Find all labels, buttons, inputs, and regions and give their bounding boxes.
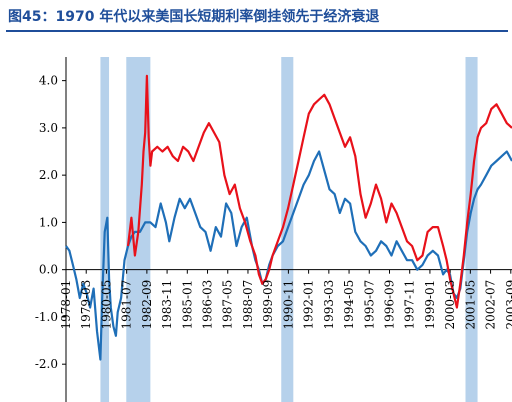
series-line-2 xyxy=(126,74,512,309)
x-tick-label: 2003-09 xyxy=(504,280,512,330)
series-line-1 xyxy=(65,150,512,361)
x-tick-label: 1992-01 xyxy=(302,280,316,330)
x-tick-label: 1989-09 xyxy=(261,280,275,330)
axes xyxy=(62,57,512,402)
y-tick-label: 2.0 xyxy=(39,168,58,182)
x-tick-label: 1981-07 xyxy=(120,280,134,330)
y-tick-label: 1.0 xyxy=(39,215,58,229)
y-tick-label: 0.0 xyxy=(39,263,58,277)
y-tick-label: 3.0 xyxy=(39,121,58,135)
x-tick-label: 1994-05 xyxy=(342,280,356,330)
title-underline xyxy=(6,30,508,32)
x-tick-label: 1999-01 xyxy=(423,280,437,330)
y-tick-label: -1.0 xyxy=(35,310,58,324)
x-tick-label: 1982-09 xyxy=(140,280,154,330)
x-tick-label: 2002-07 xyxy=(484,280,498,330)
x-tick-label: 1986-03 xyxy=(201,280,215,330)
series-lines xyxy=(65,74,512,361)
tick-labels: -2.0 -1.0 0.0 1.0 2.0 3.0 4.0 1978-01 1979-03 198… xyxy=(35,74,512,372)
x-tick-label: 1990-11 xyxy=(281,280,295,330)
x-tick-label: 1987-05 xyxy=(221,280,235,330)
x-tick-label: 1996-09 xyxy=(382,280,396,330)
x-tick-label: 2000-03 xyxy=(443,280,457,330)
y-tick-label: 4.0 xyxy=(39,74,58,88)
recession-bands xyxy=(100,57,478,402)
x-tick-label: 1978-01 xyxy=(59,280,73,330)
chart-title: 图45：1970 年代以来美国长短期利率倒挂领先于经济衰退 xyxy=(8,9,380,25)
x-tick-label: 1980-05 xyxy=(99,280,113,330)
x-tick-label: 2001-05 xyxy=(463,280,477,330)
x-tick-label: 1979-03 xyxy=(79,280,93,330)
recession-band xyxy=(465,57,478,402)
x-tick-label: 1983-11 xyxy=(160,280,174,330)
x-tick-label: 1995-07 xyxy=(362,280,376,330)
x-tick-label: 1988-07 xyxy=(241,280,255,330)
y-tick-label: -2.0 xyxy=(35,357,58,371)
x-tick-label: 1985-01 xyxy=(180,280,194,330)
x-tick-label: 1993-03 xyxy=(322,280,336,330)
x-tick-label: 1997-11 xyxy=(403,280,417,330)
